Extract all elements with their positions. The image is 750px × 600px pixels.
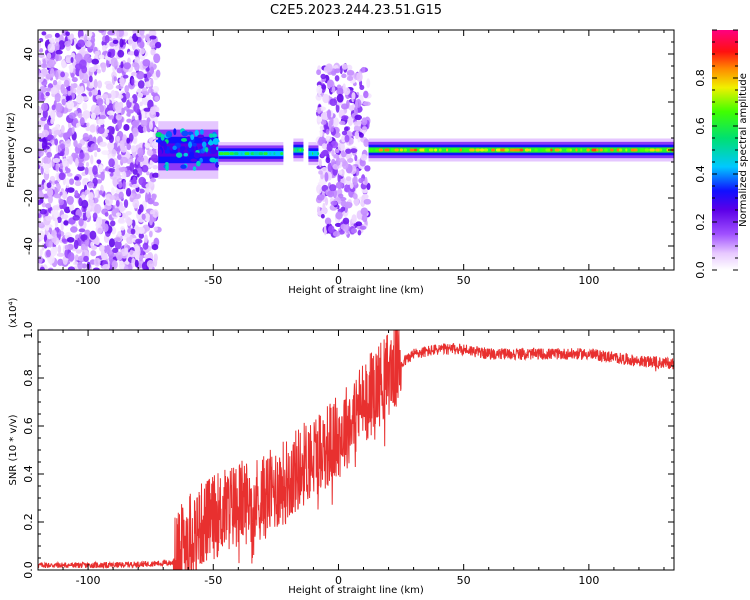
snr-xlabel: Height of straight line (km) — [288, 585, 424, 596]
spectrogram-panel: -100 -50 0 50 100 -40 -20 0 20 40 Height of strai… — [6, 29, 675, 296]
snr-y-tick-label: 0.4 — [22, 465, 35, 483]
colorbar-tick-label: 0.8 — [694, 69, 707, 87]
snr-ylabel: SNR (10 * v/v) — [8, 414, 19, 485]
snr-x-tick-label: -100 — [76, 574, 101, 587]
colorbar-tick-label: 0.0 — [694, 261, 707, 279]
colorbar-tick-label: 0.6 — [694, 117, 707, 135]
snr-multiplier: (x10⁴) — [8, 297, 19, 328]
heatmap-region-4 — [308, 142, 320, 166]
heatmap-region-5 — [315, 62, 372, 238]
colorbar-gradient — [712, 30, 738, 270]
spectrogram-x-tick-label: -50 — [204, 274, 222, 287]
spectrogram-x-tick-label: -100 — [76, 274, 101, 287]
snr-x-tick-label: 50 — [457, 574, 471, 587]
spectrogram-x-tick-label: 100 — [578, 274, 599, 287]
heatmap-region-6 — [368, 138, 674, 162]
spectrogram-x-tick-label: 0 — [335, 274, 342, 287]
snr-x-tick-label: 0 — [335, 574, 342, 587]
figure-title: C2E5.2023.244.23.51.G15 — [270, 3, 442, 18]
snr-y-tick-label: 0.6 — [22, 417, 35, 435]
snr-x-tick-label: 100 — [578, 574, 599, 587]
snr-panel: -100 -50 0 50 100 0.0 0.2 0.4 0.6 0.8 1.0 Height o… — [8, 297, 675, 596]
spectrogram-xlabel: Height of straight line (km) — [288, 285, 424, 296]
colorbar-label: Normalized spectral amplitude — [738, 73, 749, 227]
spectrogram-y-tick-label: 40 — [22, 47, 35, 61]
heatmap-region-0 — [38, 30, 162, 270]
colorbar-tick-label: 0.4 — [694, 165, 707, 183]
snr-x-tick-label: -50 — [204, 574, 222, 587]
snr-axes: -100 -50 0 50 100 0.0 0.2 0.4 0.6 0.8 1.0 — [22, 321, 674, 587]
snr-y-tick-label: 0.2 — [22, 513, 35, 531]
heatmap-region-3 — [293, 138, 304, 162]
colorbar-tick-label: 0.2 — [694, 213, 707, 231]
snr-y-tick-label: 0.0 — [22, 561, 35, 579]
spectrogram-y-tick-label: 20 — [22, 95, 35, 109]
spectrogram-ylabel: Frequency (Hz) — [6, 112, 17, 188]
snr-y-tick-label: 1.0 — [22, 321, 35, 339]
colorbar: 0.0 0.2 0.4 0.6 0.8 Normalized spectral ampl… — [694, 29, 749, 279]
spectrogram-data — [38, 30, 674, 270]
spectrogram-y-tick-label: -20 — [22, 189, 35, 207]
spectrogram-y-tick-label: -40 — [22, 237, 35, 255]
colorbar-ticks: 0.0 0.2 0.4 0.6 0.8 — [694, 29, 738, 279]
spectrogram-x-tick-label: 50 — [457, 274, 471, 287]
snr-series-line — [37, 329, 675, 571]
heatmap-region-1 — [155, 121, 220, 179]
spectrogram-axes: -100 -50 0 50 100 -40 -20 0 20 40 — [22, 29, 674, 287]
snr-y-tick-label: 0.8 — [22, 369, 35, 387]
heatmap-region-2 — [218, 142, 284, 166]
spectrogram-y-tick-label: 0 — [22, 147, 35, 154]
